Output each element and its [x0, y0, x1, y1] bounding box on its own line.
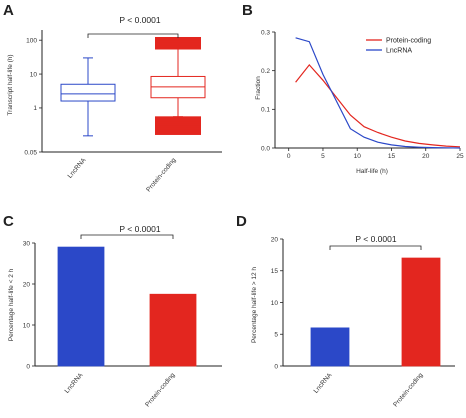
panel-a-y-tick-label: 1 [33, 105, 37, 112]
panel-b-x-tick-label: 15 [388, 153, 396, 160]
panel-a-y-tick-label: 10 [30, 71, 38, 78]
panel-d: D Percentage half-life > 12 h P < 0.0001… [236, 213, 455, 408]
panel-letter-b: B [242, 2, 253, 19]
panel-a-p-value: P < 0.0001 [119, 15, 160, 25]
panel-letter-c: C [3, 213, 14, 230]
panel-b-x-tick-label: 10 [354, 153, 362, 160]
panel-c-significance-bracket [81, 235, 173, 239]
panel-letter-d: D [236, 213, 247, 230]
panel-c-bar [150, 294, 196, 366]
panel-d-y-tick-label: 20 [271, 236, 279, 243]
panel-b-y-tick-label: 0.1 [261, 107, 270, 114]
panel-b-y-tick-label: 0.3 [261, 29, 270, 36]
panel-a-outlier [155, 131, 201, 135]
panel-b-y-tick-label: 0.0 [261, 145, 270, 152]
panel-b-x-tick-label: 25 [456, 153, 464, 160]
panel-d-bar [311, 328, 349, 366]
panel-d-category-label: LncRNA [313, 371, 334, 395]
panel-b-series-line [296, 38, 460, 148]
panel-d-bar [402, 258, 440, 366]
panel-c-y-tick-label: 10 [23, 322, 31, 329]
panel-c-y-label: Percentage half-life < 2 h [8, 268, 15, 341]
panel-b-x-tick-label: 5 [321, 153, 325, 160]
panel-a-category-label: Protein-coding [145, 156, 178, 193]
panel-b-series-line [296, 65, 460, 147]
panel-b-y-tick-label: 0.2 [261, 68, 270, 75]
panel-b-y-label: Fraction [255, 76, 262, 100]
panel-c-y-tick-label: 20 [23, 281, 31, 288]
panel-d-y-label: Percentage half-life > 12 h [251, 267, 258, 343]
panel-c-bar [58, 247, 104, 366]
panel-d-category-label: Protein-coding [392, 371, 425, 408]
panel-a-y-tick-label: 0.05 [24, 149, 37, 156]
panel-d-y-tick-label: 10 [271, 300, 279, 307]
panel-a-category-label: LncRNA [67, 156, 88, 180]
panel-d-p-value: P < 0.0001 [355, 234, 396, 244]
panel-a: A Transcript half-life (h) P < 0.0001 0.… [3, 2, 222, 193]
panel-c-p-value: P < 0.0001 [119, 224, 160, 234]
panel-c-category-label: Protein-coding [144, 371, 177, 408]
panel-a-y-tick-label: 100 [26, 37, 37, 44]
panel-d-significance-bracket [330, 246, 421, 250]
panel-c-y-tick-label: 0 [26, 363, 30, 370]
panel-b-x-tick-label: 20 [422, 153, 430, 160]
panel-a-y-label: Transcript half-life (h) [7, 54, 14, 115]
panel-c-y-tick-label: 30 [23, 240, 31, 247]
panel-d-y-tick-label: 15 [271, 268, 279, 275]
panel-c-category-label: LncRNA [64, 371, 85, 395]
panel-b-x-tick-label: 0 [287, 153, 291, 160]
panel-c: C Percentage half-life < 2 h P < 0.0001 … [3, 213, 222, 408]
panel-d-y-tick-label: 0 [274, 363, 278, 370]
panel-letter-a: A [3, 2, 14, 19]
panel-b: B Fraction Half-life (h) 0.0 0.1 0.2 0.3 0 5 1… [242, 2, 464, 175]
panel-b-legend-label: LncRNA [386, 48, 412, 55]
panel-b-x-label: Half-life (h) [356, 168, 388, 175]
panel-a-box [61, 84, 115, 101]
panel-b-legend-label: Protein-coding [386, 38, 431, 45]
panel-d-y-tick-label: 5 [274, 332, 278, 339]
